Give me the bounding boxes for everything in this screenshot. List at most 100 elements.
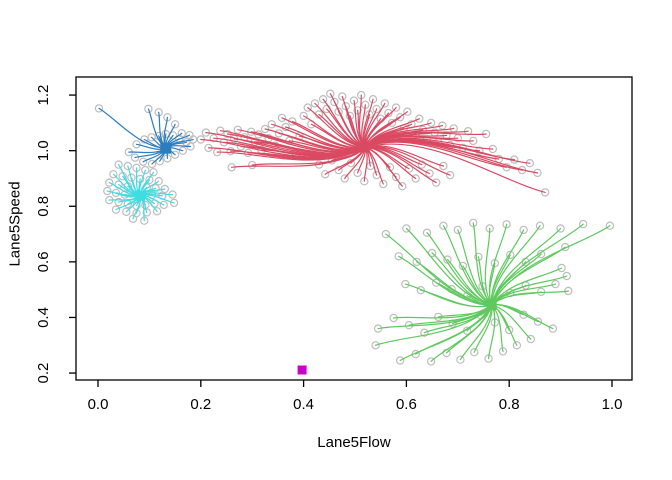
cluster-edge <box>415 304 493 355</box>
y-tick-label: 1.0 <box>35 140 52 161</box>
data-point <box>111 188 121 198</box>
data-point <box>432 178 441 187</box>
data-point <box>391 103 401 112</box>
cluster-edge <box>491 225 541 306</box>
data-point <box>114 197 123 207</box>
data-point <box>303 103 312 112</box>
data-point <box>94 104 104 113</box>
data-point <box>145 175 154 185</box>
data-point <box>439 161 448 171</box>
x-tick-label: 0.0 <box>88 396 109 413</box>
data-point <box>557 263 566 273</box>
data-point <box>330 97 339 107</box>
data-point <box>371 341 380 350</box>
data-point <box>128 214 138 223</box>
cluster-edge <box>364 137 494 150</box>
data-point <box>548 324 558 333</box>
cluster-red-centroid-marker <box>359 142 370 153</box>
data-point <box>368 94 378 104</box>
data-point <box>130 153 140 162</box>
data-point <box>579 219 588 229</box>
cluster-edge <box>445 304 493 354</box>
cluster-edge <box>408 304 493 326</box>
data-point <box>334 107 343 116</box>
data-point <box>512 341 522 350</box>
cluster-edge <box>310 123 366 148</box>
data-point <box>154 176 163 186</box>
data-point <box>425 169 434 178</box>
data-point <box>132 140 141 149</box>
data-point <box>338 92 347 101</box>
cluster-edge <box>491 246 566 306</box>
data-point <box>456 355 465 364</box>
data-point <box>398 181 407 191</box>
data-point <box>426 118 436 128</box>
data-point <box>147 133 156 142</box>
data-point <box>334 165 343 175</box>
data-point <box>151 183 160 193</box>
data-point <box>353 168 362 178</box>
data-point <box>422 228 432 237</box>
data-point <box>401 279 410 289</box>
data-point <box>233 125 242 135</box>
y-tick-label: 1.2 <box>35 85 52 106</box>
data-point <box>123 161 133 171</box>
cluster-edge <box>364 145 444 167</box>
data-point <box>170 120 180 129</box>
x-tick-label: 0.4 <box>293 396 314 413</box>
data-point <box>533 317 543 326</box>
data-point <box>533 168 542 178</box>
data-point <box>526 334 536 344</box>
cluster-edge <box>288 140 366 152</box>
data-point <box>384 108 393 118</box>
data-point <box>152 207 162 216</box>
data-point <box>519 225 528 235</box>
data-point <box>505 325 514 335</box>
data-point <box>141 165 150 175</box>
cluster-edge <box>298 135 366 150</box>
data-point <box>372 104 381 114</box>
data-point <box>340 174 349 183</box>
data-point <box>138 157 148 166</box>
cluster-edge <box>274 145 366 155</box>
cluster-edge <box>491 253 542 306</box>
cluster-edge <box>431 252 493 306</box>
data-point <box>277 113 287 123</box>
data-point <box>535 221 545 230</box>
data-point <box>385 163 395 172</box>
data-point <box>281 122 290 132</box>
data-point <box>318 94 328 104</box>
data-point <box>396 356 405 365</box>
data-point <box>387 118 397 128</box>
data-point <box>114 160 123 169</box>
y-axis-title: Lane5Speed <box>6 181 24 267</box>
data-point <box>310 99 320 108</box>
data-point <box>453 225 462 235</box>
data-point <box>426 357 436 366</box>
cluster-edge <box>364 146 417 180</box>
data-point <box>470 348 479 357</box>
data-point <box>474 252 483 262</box>
data-point <box>122 207 131 216</box>
x-tick-label: 1.0 <box>602 396 623 413</box>
cluster-edge <box>484 227 493 306</box>
data-point <box>149 168 158 177</box>
data-point <box>288 117 297 126</box>
data-point <box>373 324 383 333</box>
data-point <box>438 121 447 130</box>
data-point <box>605 221 615 230</box>
data-point <box>380 99 389 108</box>
data-point <box>561 242 570 252</box>
cluster-blue-centroid-marker <box>160 142 172 154</box>
data-point <box>506 250 515 260</box>
cluster-edge <box>446 259 493 306</box>
data-point <box>321 170 330 179</box>
cluster-edge <box>491 290 569 306</box>
cluster-edge <box>459 304 493 361</box>
data-point <box>391 172 401 182</box>
data-point <box>178 146 187 155</box>
cluster-edge <box>491 304 554 330</box>
data-point <box>381 229 390 239</box>
data-point <box>420 328 429 337</box>
